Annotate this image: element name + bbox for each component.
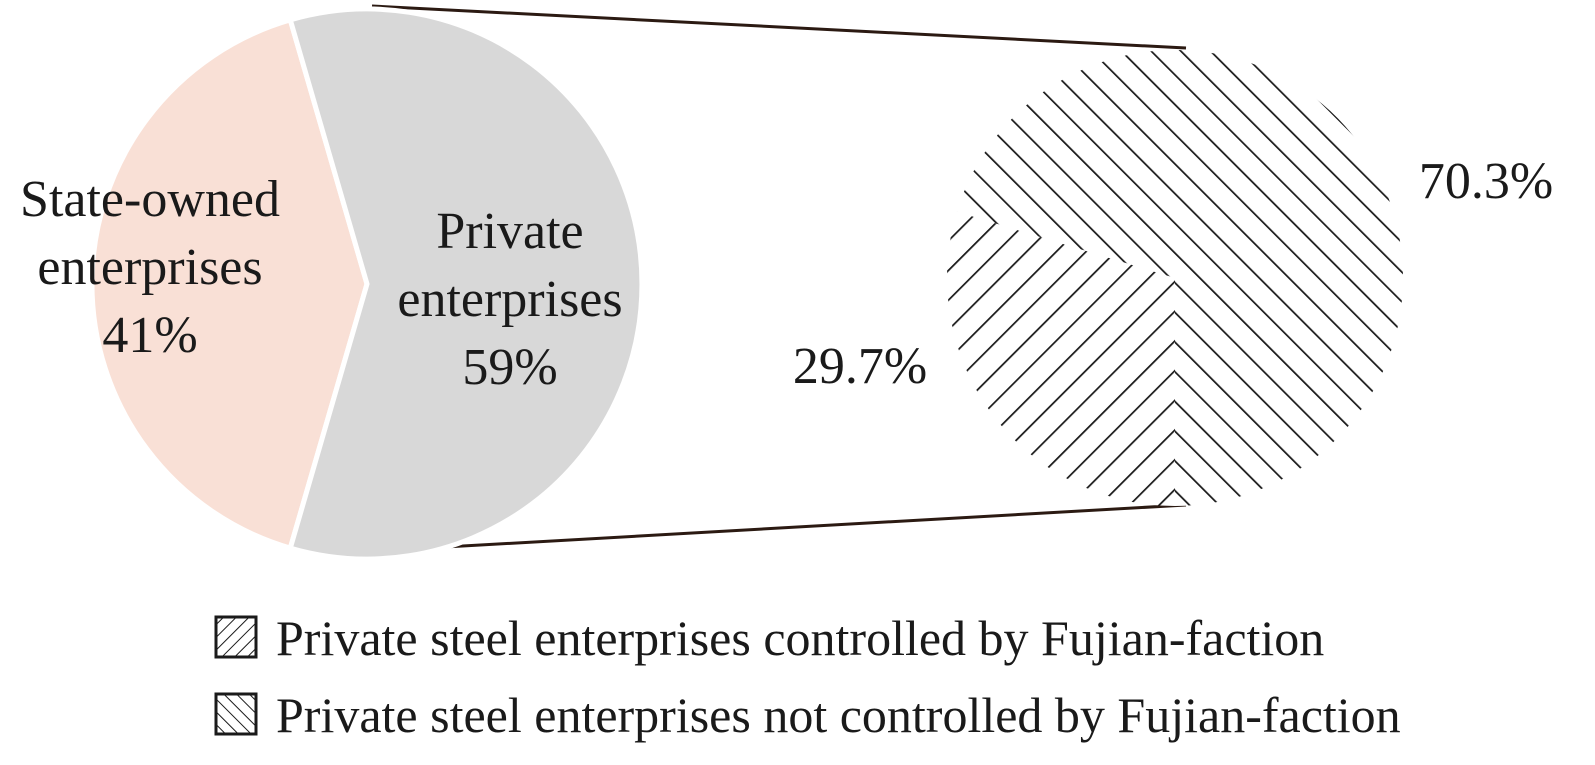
- label-private-line2: enterprises: [397, 271, 622, 328]
- connector-line-top: [371, 4, 1187, 50]
- pie-slice-state-owned: [89, 16, 370, 552]
- label-nonfujian-value: 70.3%: [1419, 153, 1553, 210]
- label-state-value: 41%: [102, 307, 197, 364]
- legend-item-fujian: Private steel enterprises controlled by …: [214, 610, 1324, 666]
- label-private-value: 59%: [462, 339, 557, 396]
- pie-slice-not-fujian-controlled: [956, 50, 1404, 507]
- label-state-line2: enterprises: [37, 239, 262, 296]
- label-private-line1: Private: [436, 203, 583, 260]
- legend-label-fujian: Private steel enterprises controlled by …: [276, 610, 1324, 666]
- legend-swatch-nonfujian: [214, 692, 258, 736]
- main-pie: [89, 6, 645, 562]
- legend-item-nonfujian: Private steel enterprises not controlled…: [214, 687, 1401, 743]
- breakdown-pie: [947, 50, 1404, 507]
- connector-line-bottom: [374, 503, 1187, 553]
- legend: Private steel enterprises controlled by …: [214, 610, 1401, 743]
- legend-swatch-fujian: [214, 615, 258, 659]
- label-state-line1: State-owned: [20, 171, 280, 228]
- label-fujian-value: 29.7%: [793, 338, 927, 395]
- legend-label-nonfujian: Private steel enterprises not controlled…: [276, 687, 1401, 743]
- pie-slice-fujian-controlled: [947, 211, 1175, 506]
- pie-slice-private: [287, 6, 645, 562]
